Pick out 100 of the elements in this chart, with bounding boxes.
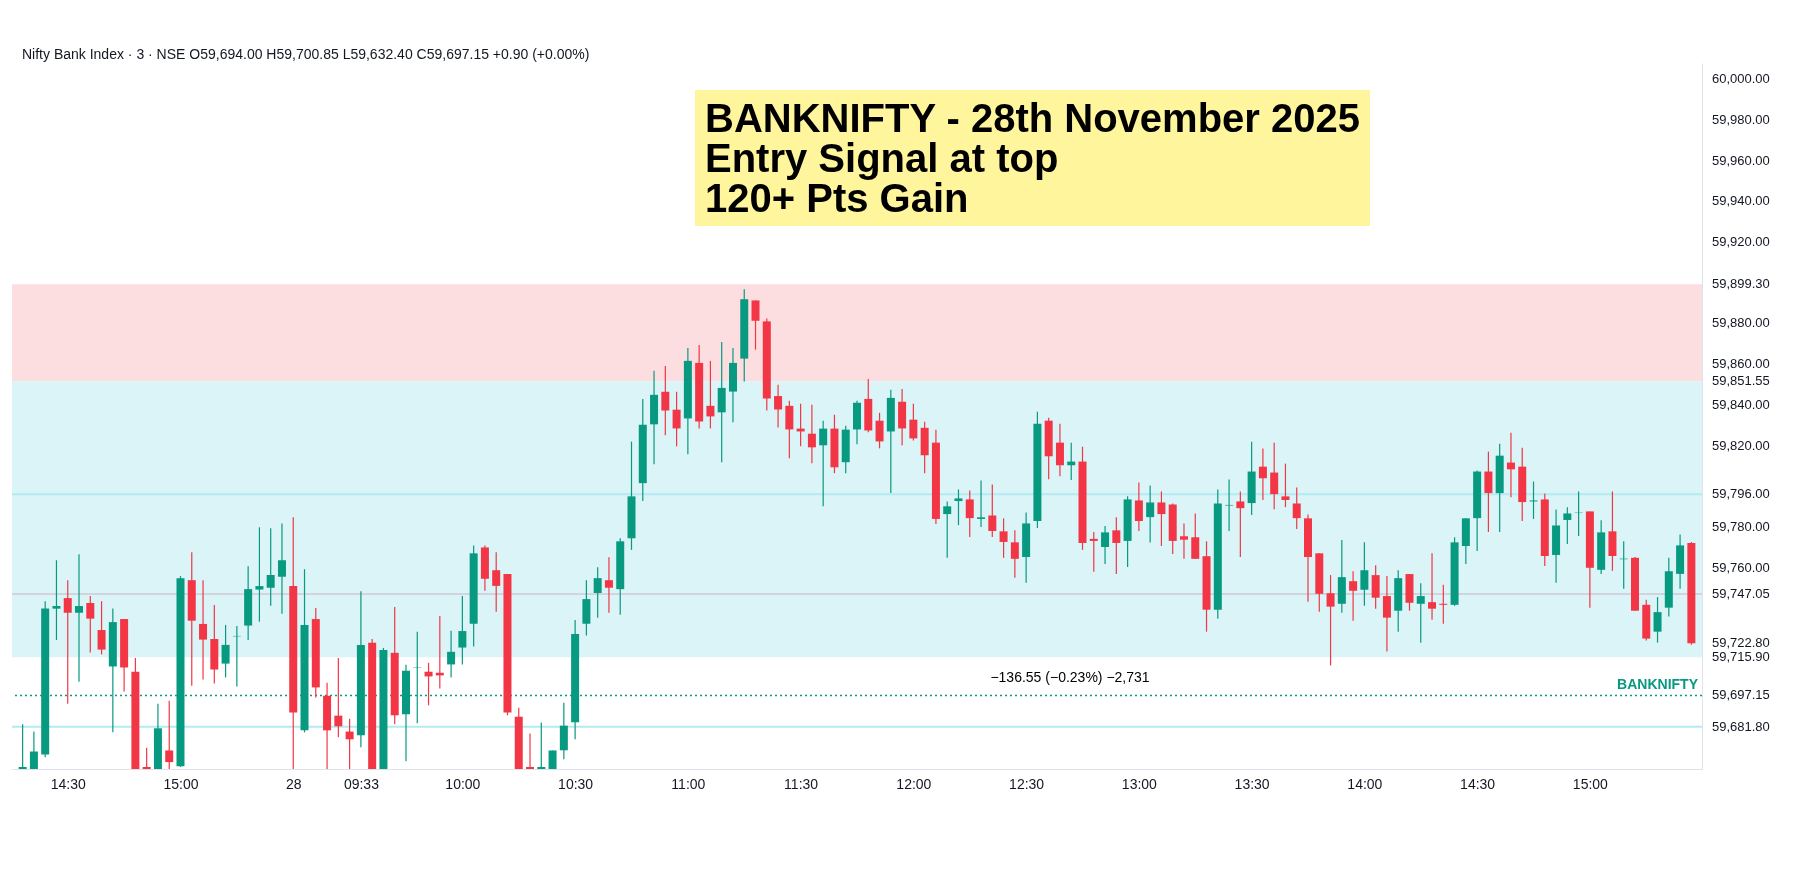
candlestick bbox=[1055, 423, 1064, 477]
candlestick bbox=[1360, 541, 1369, 607]
x-tick-label: 09:33 bbox=[343, 775, 380, 792]
candlestick bbox=[1439, 584, 1448, 625]
x-tick-label: 28 bbox=[285, 775, 302, 792]
candlestick bbox=[277, 522, 286, 615]
candlestick bbox=[1258, 447, 1267, 501]
candlestick bbox=[199, 579, 208, 681]
candlestick bbox=[706, 360, 715, 430]
y-tick-label: 59,820.00 bbox=[1712, 437, 1770, 453]
y-tick-label: 59,722.80 bbox=[1712, 635, 1770, 651]
x-tick-label: 15:00 bbox=[1572, 775, 1609, 792]
y-tick-label: 59,851.55 bbox=[1712, 373, 1770, 389]
y-tick-label: 59,715.90 bbox=[1712, 649, 1770, 665]
y-tick-label: 59,899.30 bbox=[1712, 276, 1770, 292]
candlestick bbox=[492, 551, 501, 613]
y-tick-label: 59,780.00 bbox=[1712, 518, 1770, 534]
x-tick-label: 10:30 bbox=[558, 775, 594, 792]
candlestick bbox=[447, 630, 456, 679]
candlestick bbox=[1112, 516, 1121, 575]
candlestick bbox=[943, 500, 952, 559]
y-tick-label: 59,760.00 bbox=[1712, 559, 1770, 575]
candlestick bbox=[1563, 506, 1572, 545]
x-tick-label: 14:30 bbox=[50, 775, 86, 792]
candlestick bbox=[661, 365, 670, 436]
y-tick-label: 59,860.00 bbox=[1712, 356, 1770, 372]
candlestick bbox=[86, 595, 95, 654]
x-tick-label: 14:30 bbox=[1460, 775, 1496, 792]
annotation: −136.55 (−0.23%) −2,731 bbox=[990, 669, 1150, 685]
candlestick bbox=[1653, 596, 1662, 644]
candlestick bbox=[1428, 552, 1437, 621]
candlestick bbox=[1416, 582, 1425, 644]
candlestick bbox=[965, 489, 974, 538]
candlestick bbox=[1225, 478, 1234, 532]
x-tick-label: 13:00 bbox=[1121, 775, 1158, 792]
candlestick bbox=[1146, 484, 1155, 544]
candlestick bbox=[604, 556, 613, 614]
candlestick bbox=[1134, 481, 1143, 532]
candlestick bbox=[909, 403, 918, 442]
candlestick bbox=[537, 722, 546, 770]
candlestick bbox=[165, 700, 174, 770]
y-tick-label: 59,681.80 bbox=[1712, 718, 1770, 734]
x-tick-label: 15:00 bbox=[163, 775, 199, 792]
y-tick-label: 59,920.00 bbox=[1712, 234, 1770, 250]
candlestick bbox=[458, 595, 467, 666]
candlestick bbox=[1292, 486, 1301, 530]
candlestick bbox=[1484, 451, 1493, 533]
y-tick-label: 59,960.00 bbox=[1712, 152, 1770, 168]
candlestick bbox=[1191, 512, 1200, 560]
candlestick bbox=[751, 299, 760, 351]
x-tick-label: 12:00 bbox=[896, 775, 932, 792]
y-tick-label: 59,747.05 bbox=[1712, 585, 1770, 601]
ref-line-label: BANKNIFTY bbox=[1617, 676, 1699, 693]
candlestick bbox=[1179, 522, 1188, 560]
candlestick bbox=[1101, 525, 1110, 565]
candlestick bbox=[221, 624, 230, 679]
y-tick-label: 60,000.00 bbox=[1712, 71, 1770, 87]
candlestick bbox=[18, 723, 27, 770]
candlestick bbox=[1529, 480, 1538, 520]
x-tick-label: 14:00 bbox=[1347, 775, 1383, 792]
candlestick bbox=[97, 600, 106, 656]
chart-subtitle: Nifty Bank Index · 3 · NSE O59,694.00 H59,700.85 L59,632.40 C59,697.15 +0.90 (+0.00%) bbox=[22, 46, 590, 62]
candlestick bbox=[593, 566, 602, 619]
candlestick bbox=[1326, 574, 1335, 667]
candlestick bbox=[63, 579, 72, 705]
candlestick bbox=[1089, 531, 1098, 573]
candlestick bbox=[1371, 564, 1380, 610]
candlestick bbox=[1010, 529, 1019, 579]
candlestick bbox=[807, 404, 816, 464]
candlestick bbox=[266, 527, 275, 607]
x-tick-label: 11:00 bbox=[671, 775, 706, 792]
candlestick bbox=[819, 420, 828, 507]
candlestick bbox=[75, 553, 84, 683]
candlestick bbox=[988, 483, 997, 538]
candlestick bbox=[334, 657, 343, 738]
y-tick-label: 59,980.00 bbox=[1712, 111, 1770, 127]
candlestick bbox=[1270, 442, 1279, 510]
candlestick bbox=[954, 488, 963, 526]
candlestick bbox=[785, 400, 794, 459]
candlestick bbox=[52, 559, 61, 641]
candlestick bbox=[1236, 490, 1245, 558]
candlestick bbox=[672, 391, 681, 447]
candlestick bbox=[1281, 463, 1290, 508]
y-tick-label: 59,880.00 bbox=[1712, 315, 1770, 331]
x-tick-label: 13:30 bbox=[1234, 775, 1270, 792]
y-tick-label: 59,796.00 bbox=[1712, 486, 1770, 502]
candlestick bbox=[875, 412, 884, 449]
y-tick-label: 59,840.00 bbox=[1712, 396, 1770, 412]
candlestick bbox=[1349, 570, 1358, 622]
candlestick bbox=[345, 718, 354, 770]
candlestick bbox=[1382, 575, 1391, 653]
candlestick bbox=[1157, 490, 1166, 547]
x-tick-label: 10:00 bbox=[445, 775, 481, 792]
candlestick bbox=[999, 517, 1008, 559]
y-tick-label: 59,940.00 bbox=[1712, 193, 1770, 209]
candlestick bbox=[255, 526, 264, 623]
x-tick-label: 11:30 bbox=[784, 775, 819, 792]
candlestick bbox=[977, 479, 986, 528]
y-tick-label: 59,697.15 bbox=[1712, 687, 1770, 703]
candlestick bbox=[774, 384, 783, 428]
